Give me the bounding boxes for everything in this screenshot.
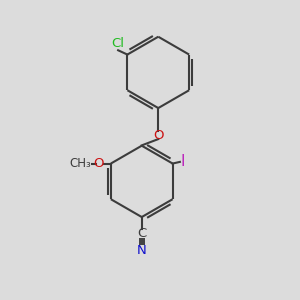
Text: O: O — [153, 129, 164, 142]
Text: C: C — [137, 227, 146, 240]
Text: O: O — [93, 157, 104, 170]
Text: N: N — [137, 244, 147, 257]
Text: I: I — [181, 154, 185, 169]
Text: Cl: Cl — [111, 37, 124, 50]
Text: CH₃: CH₃ — [69, 157, 91, 170]
